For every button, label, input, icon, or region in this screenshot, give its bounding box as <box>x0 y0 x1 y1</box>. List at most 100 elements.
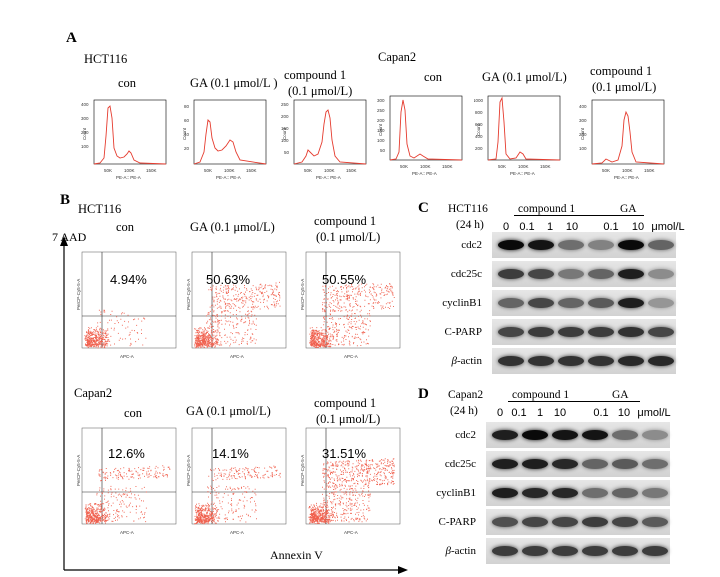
blot-band <box>552 430 578 440</box>
flow-plot-ylabel: PerCP-Cy5-5-A <box>186 279 191 310</box>
svg-text:50K: 50K <box>602 168 610 173</box>
blot-band <box>642 430 668 440</box>
blot-band <box>618 240 644 250</box>
svg-text:PE-A:: PE-A: PE-A:: PE-A <box>316 175 341 180</box>
flow-plot-xlabel: APC-A <box>344 354 358 359</box>
svg-text:300: 300 <box>81 116 89 121</box>
panel-b-cell-capan2: Capan2 <box>74 386 113 400</box>
svg-text:100K: 100K <box>518 164 529 169</box>
histogram-hct-ga: 80 60 40 20 50K 100K 150K PE-A:: PE-A Count <box>180 96 270 186</box>
histogram-hct-con: 400 300 200 100 50K 100K 150K PE-A:: PE-A Co… <box>80 96 170 186</box>
svg-text:100K: 100K <box>324 168 335 173</box>
panel-c-cell: HCT116 <box>448 203 488 215</box>
blot-band <box>618 327 644 337</box>
svg-text:50: 50 <box>284 150 290 155</box>
blot-band <box>528 240 554 250</box>
blot-band <box>612 430 638 440</box>
apoptosis-percentage: 4.94% <box>110 272 147 287</box>
panel-d-cell: Capan2 <box>448 389 484 401</box>
blot-band <box>588 356 614 366</box>
dose-3: 10 <box>565 221 579 233</box>
blot-label: cdc2 <box>461 239 482 251</box>
blot-band <box>612 517 638 527</box>
panel-b-letter: B <box>60 192 71 208</box>
histogram-capan-compound1: 400 300 200 100 50K 100K 150K PE-A:: PE-A Co… <box>578 96 668 186</box>
svg-text:150K: 150K <box>540 164 551 169</box>
svg-text:100K: 100K <box>124 168 135 173</box>
histogram-capan-ga: 1000 800 600 400 200 50K 100K 150K PE-A:: PE-… <box>474 92 564 182</box>
flow-plot-frame <box>81 251 177 349</box>
blot-band <box>648 327 674 337</box>
flow-plot-frame <box>191 251 287 349</box>
panel-d-time: (24 h) <box>450 405 478 417</box>
blot-band <box>522 517 548 527</box>
blot-band <box>588 327 614 337</box>
blot-strip <box>486 451 670 477</box>
svg-text:150K: 150K <box>346 168 357 173</box>
panel-d-doses: 0 0.1 1 10 0.1 10 μmol/L <box>492 407 682 421</box>
svg-text:400: 400 <box>81 102 89 107</box>
svg-text:200: 200 <box>81 130 89 135</box>
flow-plot-5: APC-A PerCP-Cy5-5-A <box>186 427 287 535</box>
svg-text:100K: 100K <box>224 168 235 173</box>
dose-unit: μmol/L <box>651 221 685 233</box>
apoptosis-percentage: 14.1% <box>212 446 249 461</box>
panel-b-axes <box>60 236 408 574</box>
blot-band <box>552 459 578 469</box>
blot-band <box>642 546 668 556</box>
panel-a-label-ga-capan: GA (0.1 μmol/L) <box>482 70 567 84</box>
panel-a-letter: A <box>66 30 77 46</box>
blot-band <box>552 517 578 527</box>
svg-text:300: 300 <box>377 98 385 103</box>
panel-c-group2: GA <box>620 203 637 215</box>
blot-band <box>648 298 674 308</box>
beta-symbol: β <box>451 355 457 367</box>
blot-band <box>642 517 668 527</box>
svg-text:50K: 50K <box>400 164 408 169</box>
dose-5: 10 <box>617 407 631 419</box>
svg-text:PE-A:: PE-A: PE-A:: PE-A <box>216 175 241 180</box>
svg-text:Count: Count <box>476 123 481 136</box>
blot-strip <box>486 422 670 448</box>
blot-label: C-PARP <box>438 516 476 528</box>
svg-text:Count: Count <box>82 127 87 140</box>
svg-text:50K: 50K <box>304 168 312 173</box>
flow-plot-6: APC-A PerCP-Cy5-5-A <box>300 427 401 535</box>
flow-plot-xlabel: APC-A <box>344 530 358 535</box>
svg-text:250: 250 <box>281 102 289 107</box>
panel-d-group1-bar <box>508 401 600 402</box>
flow-plot-ylabel: PerCP-Cy5-5-A <box>76 279 81 310</box>
panel-b-cpd-hct: compound 1 <box>314 214 377 228</box>
svg-text:Count: Count <box>580 127 585 140</box>
svg-text:100K: 100K <box>420 164 431 169</box>
svg-text:200: 200 <box>579 132 587 137</box>
panel-b-cpd-conc-hct: (0.1 μmol/L) <box>316 230 381 244</box>
flow-plot-ylabel: PerCP-Cy5-5-A <box>300 455 305 486</box>
blot-strip <box>486 480 670 506</box>
blot-band <box>498 269 524 279</box>
blot-label: β-actin <box>422 545 476 557</box>
panel-d-group2-bar <box>600 401 640 402</box>
flow-dots <box>309 283 395 348</box>
dose-1: 0.1 <box>519 221 535 233</box>
blot-strip <box>492 232 676 258</box>
panel-a-label-cpd-conc-capan: (0.1 μmol/L) <box>592 80 657 94</box>
blot-strip <box>492 319 676 345</box>
blot-band <box>648 240 674 250</box>
apoptosis-percentage: 50.55% <box>322 272 367 287</box>
panel-a-label-cpd-capan: compound 1 <box>590 64 653 78</box>
svg-text:20: 20 <box>184 146 190 151</box>
blot-strip <box>486 538 670 564</box>
blot-band <box>618 269 644 279</box>
flow-dot-cloud <box>194 465 281 525</box>
svg-text:150K: 150K <box>146 168 157 173</box>
svg-text:200: 200 <box>475 146 483 151</box>
blot-band <box>582 488 608 498</box>
blot-band <box>528 327 554 337</box>
blot-band <box>522 459 548 469</box>
apoptosis-percentage: 31.51% <box>322 446 367 461</box>
svg-text:80: 80 <box>184 104 190 109</box>
panel-d-group2: GA <box>612 389 629 401</box>
blot-strip <box>492 290 676 316</box>
blot-label: cyclinB1 <box>436 487 476 499</box>
